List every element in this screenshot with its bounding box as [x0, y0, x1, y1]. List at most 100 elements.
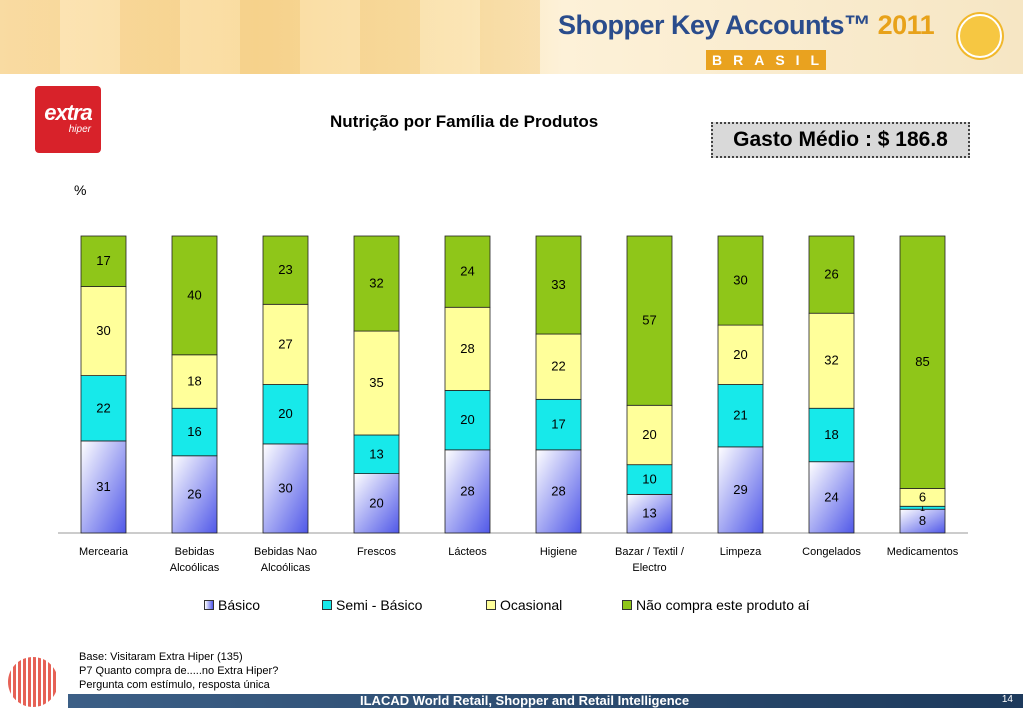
data-label: 31	[96, 479, 110, 494]
bar-segment-basico	[262, 443, 309, 534]
stacked-bar-chart: 31 22 30 17 Mercearia 26 16 18 40 Bebidas Alcoólic…	[58, 235, 968, 574]
data-label: 1	[920, 503, 925, 513]
data-label: 18	[824, 427, 838, 442]
extra-hiper-logo: extra hiper	[35, 86, 101, 153]
footnote-line: P7 Quanto compra de.....no Extra Hiper?	[79, 665, 279, 677]
legend-label: Ocasional	[500, 597, 563, 613]
legend-swatch	[322, 600, 332, 610]
data-label: 13	[642, 506, 656, 521]
x-tick-label: Alcoólicas	[170, 562, 220, 574]
data-label: 32	[369, 276, 383, 291]
data-label: 40	[187, 287, 201, 302]
bar-segment-semi-basico	[262, 384, 309, 445]
header-decoration	[0, 0, 540, 74]
data-label: 26	[187, 486, 201, 501]
data-label: 17	[96, 253, 110, 268]
data-label: 30	[96, 323, 110, 338]
legend-label: Semi - Básico	[336, 597, 423, 613]
bar-segment-nao-compra	[626, 235, 673, 406]
data-label: 13	[369, 446, 383, 461]
x-tick-label: Limpeza	[720, 546, 762, 558]
legend-item-semi-basico: Semi - Básico	[322, 597, 422, 613]
bar-segment-nao-compra	[444, 235, 491, 308]
bar-segment-semi-basico	[444, 390, 491, 451]
bar-segment-nao-compra	[80, 235, 127, 287]
bar-segment-basico	[535, 449, 582, 534]
bar-segment-semi-basico	[717, 384, 764, 448]
bar-segment-basico	[626, 493, 673, 534]
x-tick-label: Bazar / Textil /	[615, 546, 685, 558]
page-number: 14	[1001, 694, 1013, 705]
x-tick-label: Electro	[632, 562, 666, 574]
data-label: 21	[733, 408, 747, 423]
bar-segment-nao-compra	[353, 235, 400, 332]
x-tick-label: Frescos	[357, 546, 397, 558]
bar-segment-ocasional	[717, 324, 764, 385]
data-label: 24	[824, 489, 838, 504]
shopping-cart-icon	[958, 14, 1002, 58]
bar-segment-ocasional	[353, 330, 400, 436]
legend-label: Básico	[218, 597, 261, 613]
data-label: 29	[733, 482, 747, 497]
data-label: 22	[96, 400, 110, 415]
data-label: 28	[460, 483, 474, 498]
data-label: 26	[824, 267, 838, 282]
data-label: 23	[278, 262, 292, 277]
x-tick-label: Medicamentos	[887, 546, 959, 558]
data-label: 24	[460, 264, 474, 279]
bar-segment-semi-basico	[535, 398, 582, 451]
logo-text: extra	[44, 100, 93, 125]
bar-segment-nao-compra	[262, 235, 309, 305]
chart-title: Nutrição por Família de Produtos	[330, 112, 599, 131]
legend-item-basico: Básico	[204, 597, 260, 613]
legend-label: Não compra este produto aí	[636, 597, 810, 613]
banner-country: BRASIL	[706, 50, 826, 70]
data-label: 30	[278, 480, 292, 495]
bar-segment-nao-compra	[808, 235, 855, 314]
data-label: 16	[187, 424, 201, 439]
data-label: 20	[733, 347, 747, 362]
data-label: 18	[187, 374, 201, 389]
data-label: 30	[733, 273, 747, 288]
bar-segment-nao-compra	[535, 235, 582, 335]
data-label: 20	[460, 412, 474, 427]
data-label: 22	[551, 359, 565, 374]
data-label: 28	[551, 483, 565, 498]
footer-text: ILACAD World Retail, Shopper and Retail …	[360, 693, 690, 708]
legend-swatch	[622, 600, 632, 610]
bar-segment-nao-compra	[171, 235, 218, 356]
legend-item-ocasional: Ocasional	[486, 597, 562, 613]
x-tick-label: Lácteos	[448, 546, 487, 558]
bar-segment-semi-basico	[171, 407, 218, 457]
legend-item-nao-compra: Não compra este produto aí	[622, 597, 810, 613]
data-label: 20	[369, 495, 383, 510]
bar-segment-basico	[171, 455, 218, 534]
data-label: 28	[460, 341, 474, 356]
data-label: 27	[278, 336, 292, 351]
data-label: 85	[915, 354, 929, 369]
data-label: 57	[642, 313, 656, 328]
x-tick-label: Bebidas Nao	[254, 546, 317, 558]
footnote-line: Pergunta com estímulo, resposta única	[79, 679, 270, 691]
data-label: 35	[369, 375, 383, 390]
bar-segment-basico	[353, 473, 400, 534]
x-tick-label: Mercearia	[79, 546, 129, 558]
ilacad-logo	[8, 657, 58, 707]
data-label: 8	[919, 513, 926, 528]
x-tick-label: Congelados	[802, 546, 861, 558]
y-axis-label: %	[74, 182, 87, 198]
legend-swatch	[486, 600, 496, 610]
legend-swatch	[204, 600, 214, 610]
bar-segment-ocasional	[171, 354, 218, 409]
bar-segment-ocasional	[444, 306, 491, 391]
data-label: 32	[824, 353, 838, 368]
banner-title: Shopper Key Accounts™ 2011	[558, 10, 935, 40]
x-tick-label: Alcoólicas	[261, 562, 311, 574]
footnote-line: Base: Visitaram Extra Hiper (135)	[79, 651, 243, 663]
data-label: 17	[551, 417, 565, 432]
bar-segment-ocasional	[80, 286, 127, 376]
bar-segment-semi-basico	[808, 407, 855, 463]
data-label: 6	[919, 489, 926, 504]
bar-segment-basico	[808, 461, 855, 534]
data-label: 20	[642, 427, 656, 442]
